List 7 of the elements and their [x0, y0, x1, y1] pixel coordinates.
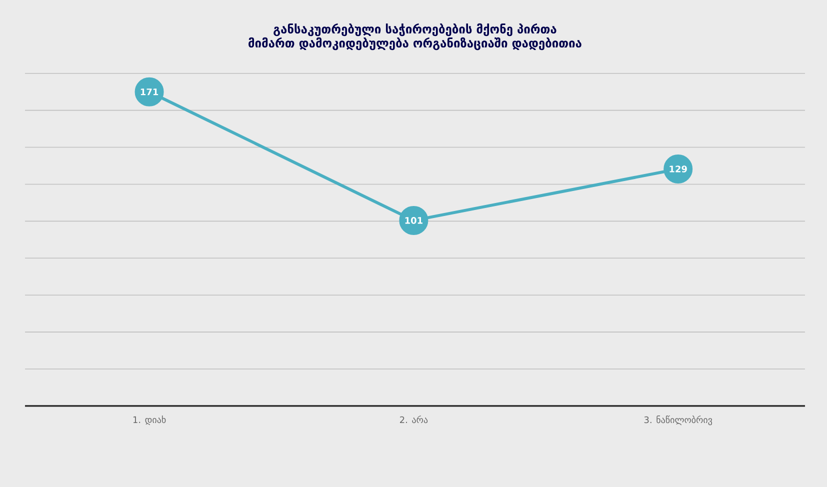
chart-title: განსაკუთრებული საჭიროებების მქონე პირთა მიმართ დამოკიდებულება ორგანიზაციაში დადებითია — [248, 23, 582, 50]
data-label: 101 — [405, 217, 422, 224]
x-tick-label: 2. არა — [400, 416, 428, 424]
data-label: 171 — [140, 88, 158, 96]
x-tick-label: 1. დიახ — [133, 416, 166, 426]
data-label: 129 — [670, 166, 687, 172]
x-tick-label: 3. ნაწილობრივ — [644, 416, 712, 426]
